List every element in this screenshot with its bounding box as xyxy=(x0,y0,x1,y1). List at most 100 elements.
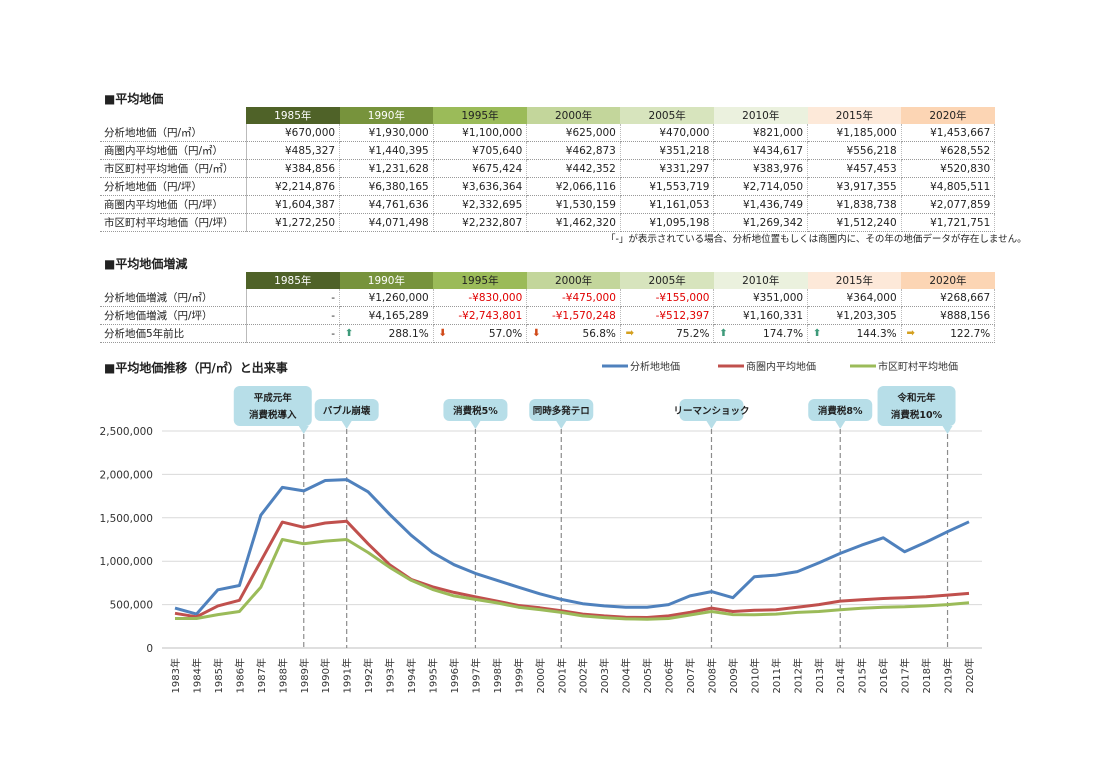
x-tick-label: 2006年 xyxy=(663,658,676,693)
table-cell: ¥888,156 xyxy=(901,306,996,325)
table-cell: -¥2,743,801 xyxy=(433,306,528,325)
series-line xyxy=(174,478,970,616)
x-tick-label: 2007年 xyxy=(684,658,697,693)
x-tick-label: 2011年 xyxy=(770,658,783,693)
table-cell: ¥1,930,000 xyxy=(339,124,434,142)
y-tick-label: 1,000,000 xyxy=(100,556,153,568)
x-tick-label: 1992年 xyxy=(362,658,375,693)
x-tick-label: 1988年 xyxy=(276,658,289,693)
y-tick-label: 2,000,000 xyxy=(100,469,153,481)
x-tick-label: 2019年 xyxy=(942,658,955,693)
table-cell: ⬆ 144.3% xyxy=(807,324,902,343)
table-cell: ¥4,165,289 xyxy=(339,306,434,325)
table-cell: ¥442,352 xyxy=(526,159,621,178)
table-cell: ¥2,332,695 xyxy=(433,195,528,214)
year-header-2015年: 2015年 xyxy=(807,107,902,124)
table-cell: ¥4,761,636 xyxy=(339,195,434,214)
year-header-2020年: 2020年 xyxy=(901,107,995,124)
x-tick-label: 1997年 xyxy=(469,658,482,693)
ratio-value: 75.2% xyxy=(676,327,710,340)
table-row: 分析地地価（円/㎡） ¥670,000 ¥1,930,000 ¥1,100,000 ¥6… xyxy=(100,124,996,142)
trend-down-icon: ⬇ xyxy=(532,328,541,339)
table-cell: ¥4,071,498 xyxy=(339,213,434,232)
x-tick-label: 2002年 xyxy=(577,658,590,693)
table-row: 市区町村平均地価（円/㎡） ¥384,856 ¥1,231,628 ¥675,424 ¥… xyxy=(100,159,996,178)
x-tick-label: 1983年 xyxy=(169,658,182,693)
table-cell: ¥1,185,000 xyxy=(807,124,902,142)
table-cell: ¥4,805,511 xyxy=(901,177,996,196)
table-header-row: 1985年 1990年 1995年 2000年 2005年 2010年 2015年 2020年 xyxy=(100,272,995,289)
table-cell: ¥556,218 xyxy=(807,141,902,160)
table-cell: ¥383,976 xyxy=(713,159,809,178)
x-tick-label: 2013年 xyxy=(813,658,826,693)
x-tick-label: 2001年 xyxy=(555,658,568,693)
row-label: 分析地地価（円/㎡） xyxy=(100,124,247,142)
table-cell: ¥705,640 xyxy=(433,141,528,160)
row-label: 分析地地価（円/坪） xyxy=(100,177,247,196)
event-callout xyxy=(679,399,744,421)
table-cell: ➡ 122.7% xyxy=(901,324,996,343)
year-header-1995年: 1995年 xyxy=(433,107,527,124)
table-cell: ¥462,873 xyxy=(526,141,621,160)
ratio-value: 288.1% xyxy=(388,327,429,340)
table-cell: ¥1,095,198 xyxy=(620,213,715,232)
row-label: 分析地価増減（円/㎡） xyxy=(100,289,247,307)
x-tick-label: 2004年 xyxy=(620,658,633,693)
x-tick-label: 2009年 xyxy=(727,658,740,693)
event-callout-pointer xyxy=(835,421,846,429)
table-cell: ¥1,260,000 xyxy=(339,289,434,307)
table-cell: ¥1,838,738 xyxy=(807,195,902,214)
event-callout xyxy=(443,399,508,421)
event-callout xyxy=(808,399,873,421)
x-tick-label: 1987年 xyxy=(255,658,268,693)
table-cell: ¥670,000 xyxy=(246,124,341,142)
year-header-2010年: 2010年 xyxy=(713,272,808,289)
table-cell: ¥1,231,628 xyxy=(339,159,434,178)
table-cell: ¥1,512,240 xyxy=(807,213,902,232)
table-cell: ¥384,856 xyxy=(246,159,341,178)
table-cell: ¥2,232,807 xyxy=(433,213,528,232)
ratio-value: 144.3% xyxy=(856,327,897,340)
year-header-2000年: 2000年 xyxy=(526,272,621,289)
table-cell: ¥821,000 xyxy=(713,124,809,142)
event-callout xyxy=(314,399,379,421)
table-cell: ¥1,453,667 xyxy=(901,124,996,142)
table-cell: ⬇ 57.0% xyxy=(433,324,528,343)
table-cell: ¥351,000 xyxy=(713,289,809,307)
x-tick-label: 2018年 xyxy=(920,658,933,693)
x-tick-label: 2010年 xyxy=(748,658,761,693)
x-tick-label: 2016年 xyxy=(877,658,890,693)
table-cell: ¥1,160,331 xyxy=(713,306,809,325)
table-row: 商圏内平均地価（円/㎡） ¥485,327 ¥1,440,395 ¥705,640 ¥4… xyxy=(100,141,996,160)
event-label: 消費税5% xyxy=(453,405,498,417)
x-tick-label: 1989年 xyxy=(298,658,311,693)
event-label: 消費税10% xyxy=(891,409,943,421)
table-cell: ⬇ 56.8% xyxy=(526,324,621,343)
series-line xyxy=(175,538,970,621)
table-cell: ¥2,066,116 xyxy=(526,177,621,196)
ratio-value: 57.0% xyxy=(488,327,523,340)
event-callout xyxy=(529,399,594,421)
year-header-1995年: 1995年 xyxy=(433,272,527,289)
trend-flat-icon: ➡ xyxy=(625,328,635,339)
event-callout xyxy=(877,386,956,426)
table-cell: ¥1,436,749 xyxy=(713,195,809,214)
row-label: 分析地価増減（円/坪） xyxy=(100,306,247,325)
trend-up-icon: ⬆ xyxy=(344,328,354,339)
row-label: 市区町村平均地価（円/㎡） xyxy=(100,159,247,178)
x-tick-label: 1994年 xyxy=(405,658,418,693)
x-tick-label: 2005年 xyxy=(641,658,654,693)
table-row: 分析地価増減（円/㎡） - ¥1,260,000 -¥830,000 -¥475,000… xyxy=(100,289,996,307)
chart-title: ■平均地価推移（円/㎡）と出来事 xyxy=(104,361,288,375)
event-callout-pointer xyxy=(942,426,953,434)
x-tick-label: 1986年 xyxy=(233,658,246,693)
table-cell: - xyxy=(246,306,341,325)
x-tick-label: 2000年 xyxy=(534,658,547,693)
table-header-row: 1985年 1990年 1995年 2000年 2005年 2010年 2015年 2020年 xyxy=(100,107,995,124)
x-tick-label: 1985年 xyxy=(212,658,225,693)
year-header-1990年: 1990年 xyxy=(339,272,434,289)
row-label: 商圏内平均地価（円/坪） xyxy=(100,195,247,214)
trend-up-icon: ⬆ xyxy=(812,328,822,339)
x-tick-label: 2012年 xyxy=(791,658,804,693)
